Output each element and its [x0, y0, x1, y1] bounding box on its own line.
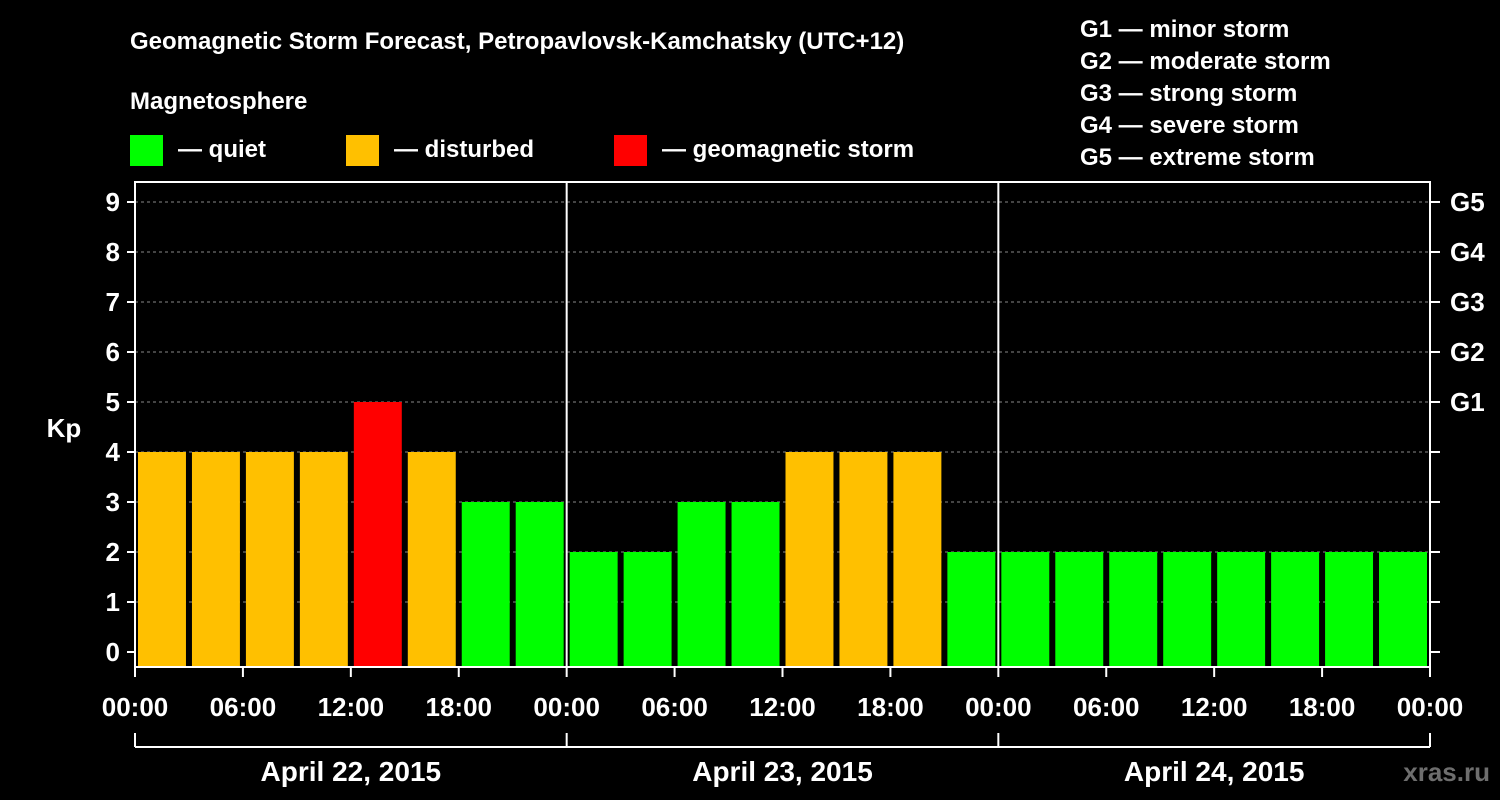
x-tick-label: 06:00	[641, 692, 708, 722]
storm-scale-item: G4 — severe storm	[1080, 112, 1299, 139]
bar	[1325, 552, 1374, 667]
legend-label-quiet: — quiet	[178, 136, 266, 163]
storm-level-label: G5	[1450, 187, 1485, 217]
bars	[138, 402, 1427, 667]
storm-level-label: G1	[1450, 387, 1485, 417]
x-tick-label: 00:00	[533, 692, 600, 722]
bar	[947, 552, 996, 667]
x-tick-label: 00:00	[1397, 692, 1464, 722]
bar	[1217, 552, 1266, 667]
storm-scale-item: G2 — moderate storm	[1080, 48, 1331, 75]
legend-swatch-quiet	[130, 135, 163, 166]
day-label: April 22, 2015	[261, 756, 442, 787]
bar	[785, 452, 834, 667]
x-tick-label: 00:00	[102, 692, 169, 722]
storm-scale-item: G1 — minor storm	[1080, 16, 1289, 43]
legend-label-storm: — geomagnetic storm	[662, 136, 914, 163]
bar	[299, 452, 348, 667]
y-tick-label: 7	[106, 287, 120, 317]
storm-level-label: G2	[1450, 337, 1485, 367]
legend-label-disturbed: — disturbed	[394, 136, 534, 163]
x-tick-label: 18:00	[1289, 692, 1356, 722]
bar	[1163, 552, 1212, 667]
day-label: April 24, 2015	[1124, 756, 1305, 787]
bar	[677, 502, 726, 667]
y-tick-label: 4	[106, 437, 121, 467]
x-tick-label: 12:00	[318, 692, 385, 722]
chart-title: Geomagnetic Storm Forecast, Petropavlovs…	[130, 28, 904, 55]
y-tick-label: 3	[106, 487, 120, 517]
x-tick-label: 18:00	[857, 692, 924, 722]
y-tick-label: 1	[106, 587, 120, 617]
legend-swatch-storm	[614, 135, 647, 166]
bar	[623, 552, 672, 667]
bar	[407, 452, 456, 667]
watermark: xras.ru	[1403, 757, 1490, 787]
storm-scale-legend: G1 — minor storm G2 — moderate storm G3 — …	[1080, 16, 1331, 171]
y-axis-label: Kp	[47, 413, 82, 443]
x-tick-label: 06:00	[1073, 692, 1140, 722]
y-tick-label: 0	[106, 637, 120, 667]
y-tick-label: 9	[106, 187, 120, 217]
day-labels: April 22, 2015 April 23, 2015 April 24, 20…	[134, 733, 1431, 787]
storm-scale-item: G3 — strong storm	[1080, 80, 1297, 107]
legend-heading: Magnetosphere	[130, 88, 307, 115]
bar	[515, 502, 564, 667]
x-tick-label: 12:00	[749, 692, 816, 722]
x-tick-label: 00:00	[965, 692, 1032, 722]
y-tick-label: 6	[106, 337, 120, 367]
x-axis-ticks: 00:00 06:00 12:00 18:00 00:00 06:00 12:00 18:00…	[102, 667, 1464, 722]
x-tick-label: 18:00	[426, 692, 493, 722]
bar	[1109, 552, 1158, 667]
y-axis-ticks: 0 1 2 3 4 5 6 7 8 9	[106, 187, 135, 667]
x-tick-label: 06:00	[210, 692, 277, 722]
legend-swatch-disturbed	[346, 135, 379, 166]
day-label: April 23, 2015	[692, 756, 873, 787]
storm-level-label: G4	[1450, 237, 1485, 267]
storm-level-ticks: G1 G2 G3 G4 G5	[1430, 187, 1485, 653]
bar	[138, 452, 186, 667]
y-tick-label: 2	[106, 537, 120, 567]
x-tick-label: 12:00	[1181, 692, 1248, 722]
bar	[839, 452, 888, 667]
bar	[1001, 552, 1050, 667]
bar	[245, 452, 294, 667]
y-tick-label: 5	[106, 387, 120, 417]
y-tick-label: 8	[106, 237, 120, 267]
bar	[461, 502, 510, 667]
bar	[1055, 552, 1104, 667]
bar	[353, 402, 402, 667]
legend: — quiet — disturbed — geomagnetic storm	[130, 135, 914, 166]
storm-scale-item: G5 — extreme storm	[1080, 144, 1315, 171]
bar	[1379, 552, 1427, 667]
bar	[731, 502, 780, 667]
storm-level-label: G3	[1450, 287, 1485, 317]
bar	[191, 452, 240, 667]
bar	[569, 552, 618, 667]
bar	[1271, 552, 1320, 667]
bar	[893, 452, 942, 667]
